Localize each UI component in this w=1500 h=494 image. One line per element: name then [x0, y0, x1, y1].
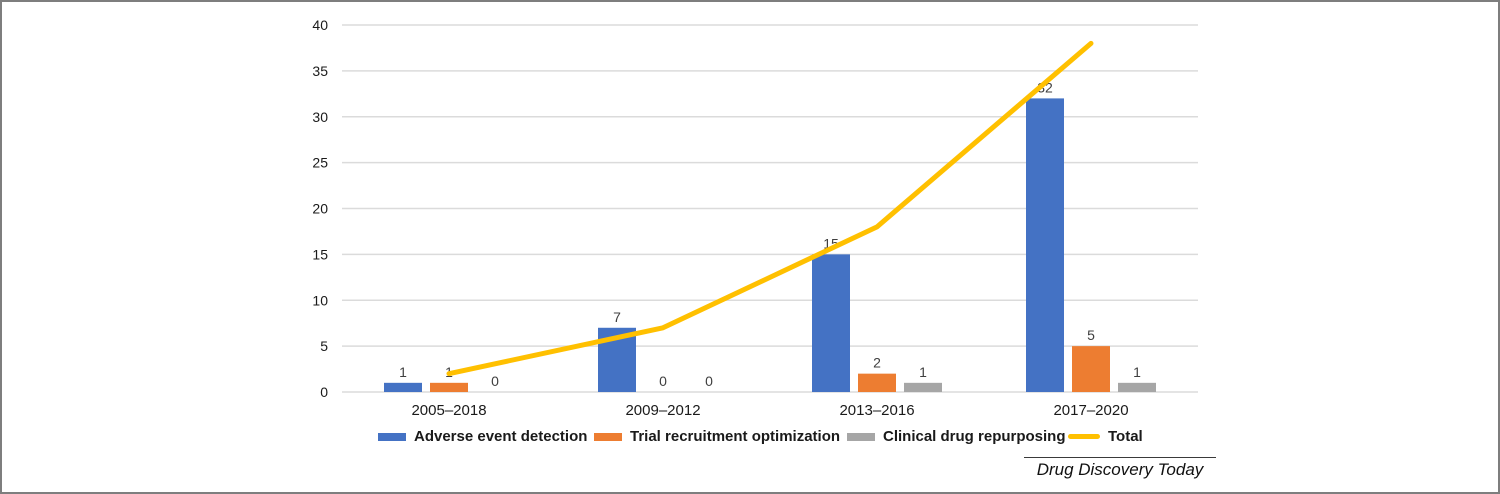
bar-adverse-event-detection-2013-2016	[812, 254, 850, 392]
source-attribution: Drug Discovery Today	[1024, 457, 1216, 480]
value-label-trial-recruitment-optimization-2009-2012: 0	[659, 373, 667, 389]
legend-label-trial-recruitment-optimization: Trial recruitment optimization	[630, 428, 841, 445]
y-tick-label-35: 35	[312, 63, 328, 79]
value-label-clinical-drug-repurposing-2005-2018: 0	[491, 373, 499, 389]
y-tick-label-10: 10	[312, 292, 328, 308]
y-tick-label-40: 40	[312, 17, 328, 33]
legend-label-clinical-drug-repurposing: Clinical drug repurposing	[883, 428, 1066, 445]
source-rule	[1024, 457, 1216, 458]
x-tick-label-2013-2016: 2013–2016	[839, 402, 914, 419]
bar-adverse-event-detection-2017-2020	[1026, 98, 1064, 393]
legend-swatch-adverse-event-detection	[378, 432, 406, 441]
y-tick-label-15: 15	[312, 246, 328, 262]
legend-item-adverse-event-detection: Adverse event detection	[378, 428, 587, 445]
legend-swatch-clinical-drug-repurposing	[847, 432, 875, 441]
legend-item-trial-recruitment-optimization: Trial recruitment optimization	[594, 428, 840, 445]
total-line	[446, 40, 1094, 377]
value-label-trial-recruitment-optimization-2017-2020: 5	[1087, 327, 1095, 343]
y-tick-label-20: 20	[312, 201, 328, 217]
y-tick-label-0: 0	[320, 384, 328, 400]
value-label-clinical-drug-repurposing-2017-2020: 1	[1133, 364, 1141, 380]
value-label-trial-recruitment-optimization-2013-2016: 2	[873, 355, 881, 371]
bar-trial-recruitment-optimization-2013-2016	[858, 373, 896, 392]
value-label-adverse-event-detection-2009-2012: 7	[613, 309, 621, 325]
bar-trial-recruitment-optimization-2017-2020	[1072, 346, 1110, 392]
x-tick-label-2017-2020: 2017–2020	[1053, 402, 1128, 419]
x-tick-label-2009-2012: 2009–2012	[625, 402, 700, 419]
value-label-adverse-event-detection-2005-2018: 1	[399, 364, 407, 380]
bar-clinical-drug-repurposing-2013-2016	[904, 382, 942, 392]
x-tick-label-2005-2018: 2005–2018	[411, 402, 486, 419]
y-tick-label-30: 30	[312, 109, 328, 125]
y-tick-label-5: 5	[320, 338, 328, 354]
legend-swatch-trial-recruitment-optimization	[594, 432, 622, 441]
legend-item-total: Total	[1068, 428, 1143, 445]
legend-label-total: Total	[1108, 428, 1143, 445]
source-label: Drug Discovery Today	[1036, 460, 1204, 479]
legend-swatch-total	[1068, 434, 1100, 439]
y-tick-label-25: 25	[312, 155, 328, 171]
value-label-clinical-drug-repurposing-2009-2012: 0	[705, 373, 713, 389]
bar-adverse-event-detection-2005-2018	[384, 382, 422, 392]
legend-label-adverse-event-detection: Adverse event detection	[414, 428, 588, 445]
value-label-clinical-drug-repurposing-2013-2016: 1	[919, 364, 927, 380]
legend-item-clinical-drug-repurposing: Clinical drug repurposing	[847, 428, 1066, 445]
bar-clinical-drug-repurposing-2017-2020	[1118, 382, 1156, 392]
bar-trial-recruitment-optimization-2005-2018	[430, 382, 468, 392]
